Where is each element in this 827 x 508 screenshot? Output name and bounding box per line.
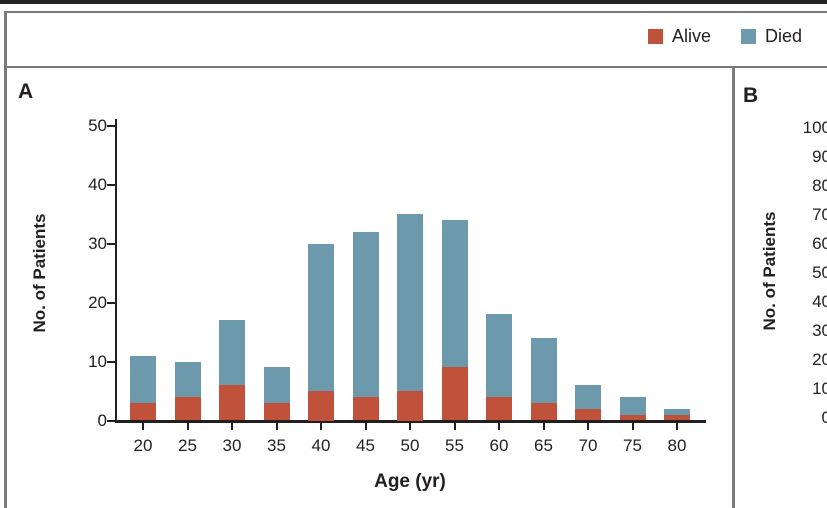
panel-b-y-tick-label: 30	[812, 320, 827, 340]
x-tick	[142, 423, 144, 430]
bar-died-segment	[441, 219, 468, 368]
x-tick-label: 35	[267, 436, 286, 455]
x-tick	[275, 423, 278, 430]
y-tick-label: 20	[88, 293, 107, 312]
bar-alive-segment	[308, 391, 334, 421]
y-tick-label: 30	[88, 234, 107, 253]
bar-alive-segment	[486, 396, 512, 421]
panel-b-y-tick-label: 40	[812, 291, 827, 311]
panel-b-y-tick-label: 50	[812, 262, 827, 282]
bar-died-segment	[263, 367, 290, 403]
legend-box-top-border	[4, 11, 827, 13]
panel-b-y-axis-title: No. of Patients	[760, 211, 779, 331]
legend: Alive Died	[648, 27, 802, 45]
bar-alive-segment	[219, 385, 245, 421]
x-tick-label: 50	[400, 436, 420, 455]
y-tick-label: 40	[88, 175, 107, 194]
panel-b-y-tick-label: 60	[812, 233, 827, 253]
legend-panel-separator	[4, 66, 827, 68]
x-tick-label: 70	[578, 436, 598, 455]
x-tick-label: 30	[222, 436, 242, 455]
y-tick	[107, 360, 116, 363]
x-tick-label: 40	[311, 436, 331, 455]
panel-a-x-axis	[115, 420, 706, 423]
bar-died-segment	[130, 355, 156, 403]
panel-divider	[732, 66, 735, 508]
x-tick	[231, 423, 233, 430]
x-tick	[587, 423, 589, 430]
bar-died-segment	[219, 320, 245, 386]
panel-b-y-tick-label: 80	[812, 175, 827, 195]
bar-died-segment	[352, 231, 379, 397]
x-tick	[631, 423, 634, 430]
panel-a-x-axis-title: Age (yr)	[374, 471, 446, 492]
y-tick-label: 10	[88, 352, 107, 371]
panel-b-label: B	[743, 84, 759, 107]
panel-a-y-axis	[115, 119, 117, 423]
x-tick-label: 45	[356, 436, 375, 455]
x-tick-label: 60	[489, 436, 509, 455]
bar-died-segment	[174, 361, 201, 397]
legend-item-alive: Alive	[648, 27, 711, 45]
top-rule	[0, 0, 827, 4]
bar-died-segment	[575, 385, 601, 409]
x-tick-label: 25	[178, 436, 197, 455]
panel-b-y-tick-label: 70	[812, 204, 827, 224]
bar-alive-segment	[130, 402, 156, 421]
bar-died-segment	[308, 243, 334, 391]
bar-alive-segment	[530, 402, 557, 421]
bar-alive-segment	[397, 391, 423, 421]
panel-b-y-tick-label: 90	[812, 146, 827, 166]
bar-alive-segment	[664, 414, 690, 421]
x-tick	[498, 423, 500, 430]
bar-died-segment	[530, 337, 557, 403]
died-swatch-icon	[741, 28, 757, 44]
bar-died-segment	[619, 396, 646, 415]
bar-alive-segment	[352, 396, 379, 421]
bar-alive-segment	[174, 396, 201, 421]
x-tick-label: 80	[667, 436, 687, 455]
x-tick	[453, 423, 456, 430]
panel-a-y-axis-title: No. of Patients	[30, 213, 49, 333]
y-tick	[107, 419, 116, 422]
x-tick-label: 65	[534, 436, 553, 455]
x-tick	[409, 423, 411, 430]
x-tick	[186, 423, 189, 430]
panel-b-y-tick-label: 100	[802, 117, 827, 137]
y-tick	[107, 301, 116, 304]
legend-label-alive: Alive	[672, 26, 712, 46]
x-tick	[676, 423, 678, 430]
x-tick-label: 55	[445, 436, 464, 455]
panel-a-label: A	[18, 80, 34, 103]
panel-b-y-tick-label: 0	[821, 407, 827, 427]
y-tick-label: 50	[88, 116, 107, 135]
bar-alive-segment	[263, 402, 290, 421]
panel-b-y-tick-label: 10	[812, 378, 827, 398]
bar-alive-segment	[575, 408, 601, 421]
bar-alive-segment	[441, 367, 468, 421]
y-tick	[107, 124, 116, 127]
x-tick-label: 75	[623, 436, 642, 455]
alive-swatch-icon	[648, 28, 663, 44]
x-tick-label: 20	[133, 436, 153, 455]
x-tick	[542, 423, 545, 430]
legend-item-died: Died	[741, 27, 802, 45]
panel-b-y-tick-label: 20	[812, 349, 827, 369]
bar-alive-segment	[619, 414, 646, 421]
y-tick	[107, 183, 116, 186]
figure-left-border	[4, 11, 7, 508]
x-tick	[364, 423, 367, 430]
x-tick	[320, 423, 322, 430]
bar-died-segment	[664, 408, 690, 415]
y-tick-label: 0	[97, 411, 107, 430]
bar-died-segment	[397, 214, 423, 391]
bar-died-segment	[486, 314, 512, 397]
y-tick	[107, 242, 116, 245]
legend-label-died: Died	[765, 26, 803, 46]
